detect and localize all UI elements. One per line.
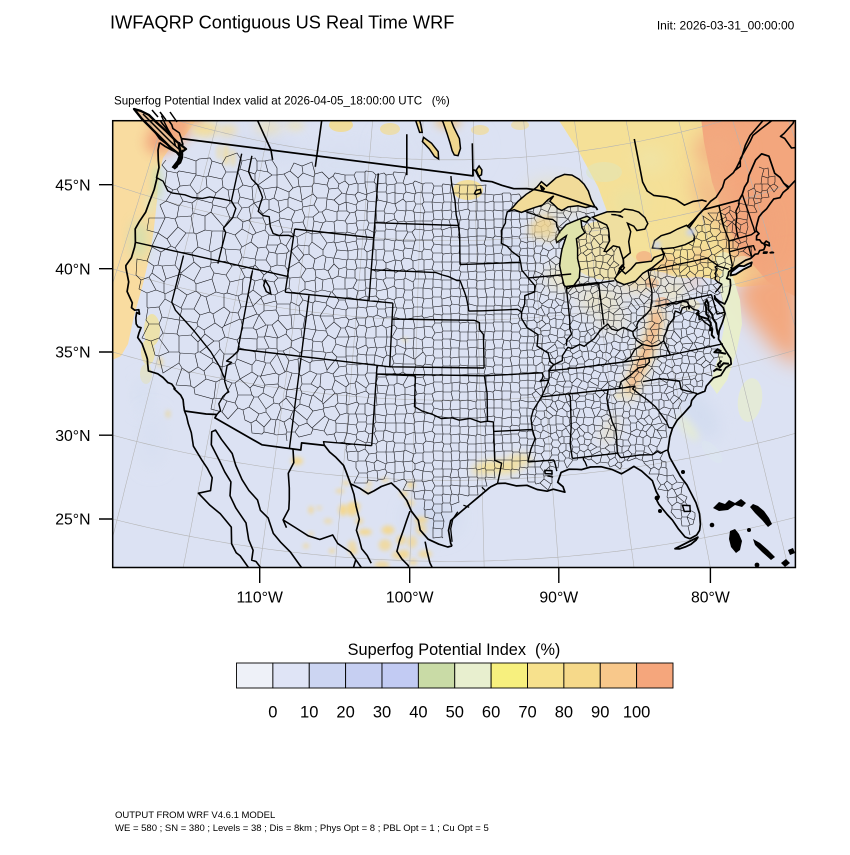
svg-text:Init: 2026-03-31_00:00:00: Init: 2026-03-31_00:00:00 bbox=[657, 19, 795, 33]
svg-text:90: 90 bbox=[591, 703, 609, 721]
svg-text:Superfog Potential Index valid: Superfog Potential Index valid at 2026-0… bbox=[114, 95, 450, 108]
svg-text:40°N: 40°N bbox=[55, 261, 90, 278]
svg-text:WE = 580 ; SN = 380 ; Levels =: WE = 580 ; SN = 380 ; Levels = 38 ; Dis … bbox=[115, 823, 489, 834]
svg-text:10: 10 bbox=[300, 703, 318, 721]
svg-text:0: 0 bbox=[268, 703, 277, 721]
svg-text:OUTPUT FROM WRF V4.6.1 MODEL: OUTPUT FROM WRF V4.6.1 MODEL bbox=[115, 810, 275, 821]
svg-text:30: 30 bbox=[373, 703, 391, 721]
svg-text:100: 100 bbox=[623, 703, 651, 721]
svg-text:90°W: 90°W bbox=[539, 590, 578, 607]
svg-text:Superfog Potential Index (%): Superfog Potential Index (%) bbox=[348, 641, 561, 659]
svg-text:70: 70 bbox=[518, 703, 536, 721]
svg-text:50: 50 bbox=[446, 703, 464, 721]
svg-text:40: 40 bbox=[409, 703, 427, 721]
svg-text:80: 80 bbox=[555, 703, 573, 721]
svg-text:60: 60 bbox=[482, 703, 500, 721]
svg-text:30°N: 30°N bbox=[55, 428, 90, 445]
svg-text:45°N: 45°N bbox=[55, 177, 90, 194]
svg-text:25°N: 25°N bbox=[55, 512, 90, 529]
svg-text:35°N: 35°N bbox=[55, 345, 90, 362]
svg-text:IWFAQRP Contiguous US Real Tim: IWFAQRP Contiguous US Real Time WRF bbox=[110, 13, 454, 33]
svg-text:110°W: 110°W bbox=[236, 590, 283, 607]
svg-text:80°W: 80°W bbox=[691, 590, 730, 607]
svg-text:20: 20 bbox=[336, 703, 354, 721]
svg-text:100°W: 100°W bbox=[386, 590, 434, 607]
